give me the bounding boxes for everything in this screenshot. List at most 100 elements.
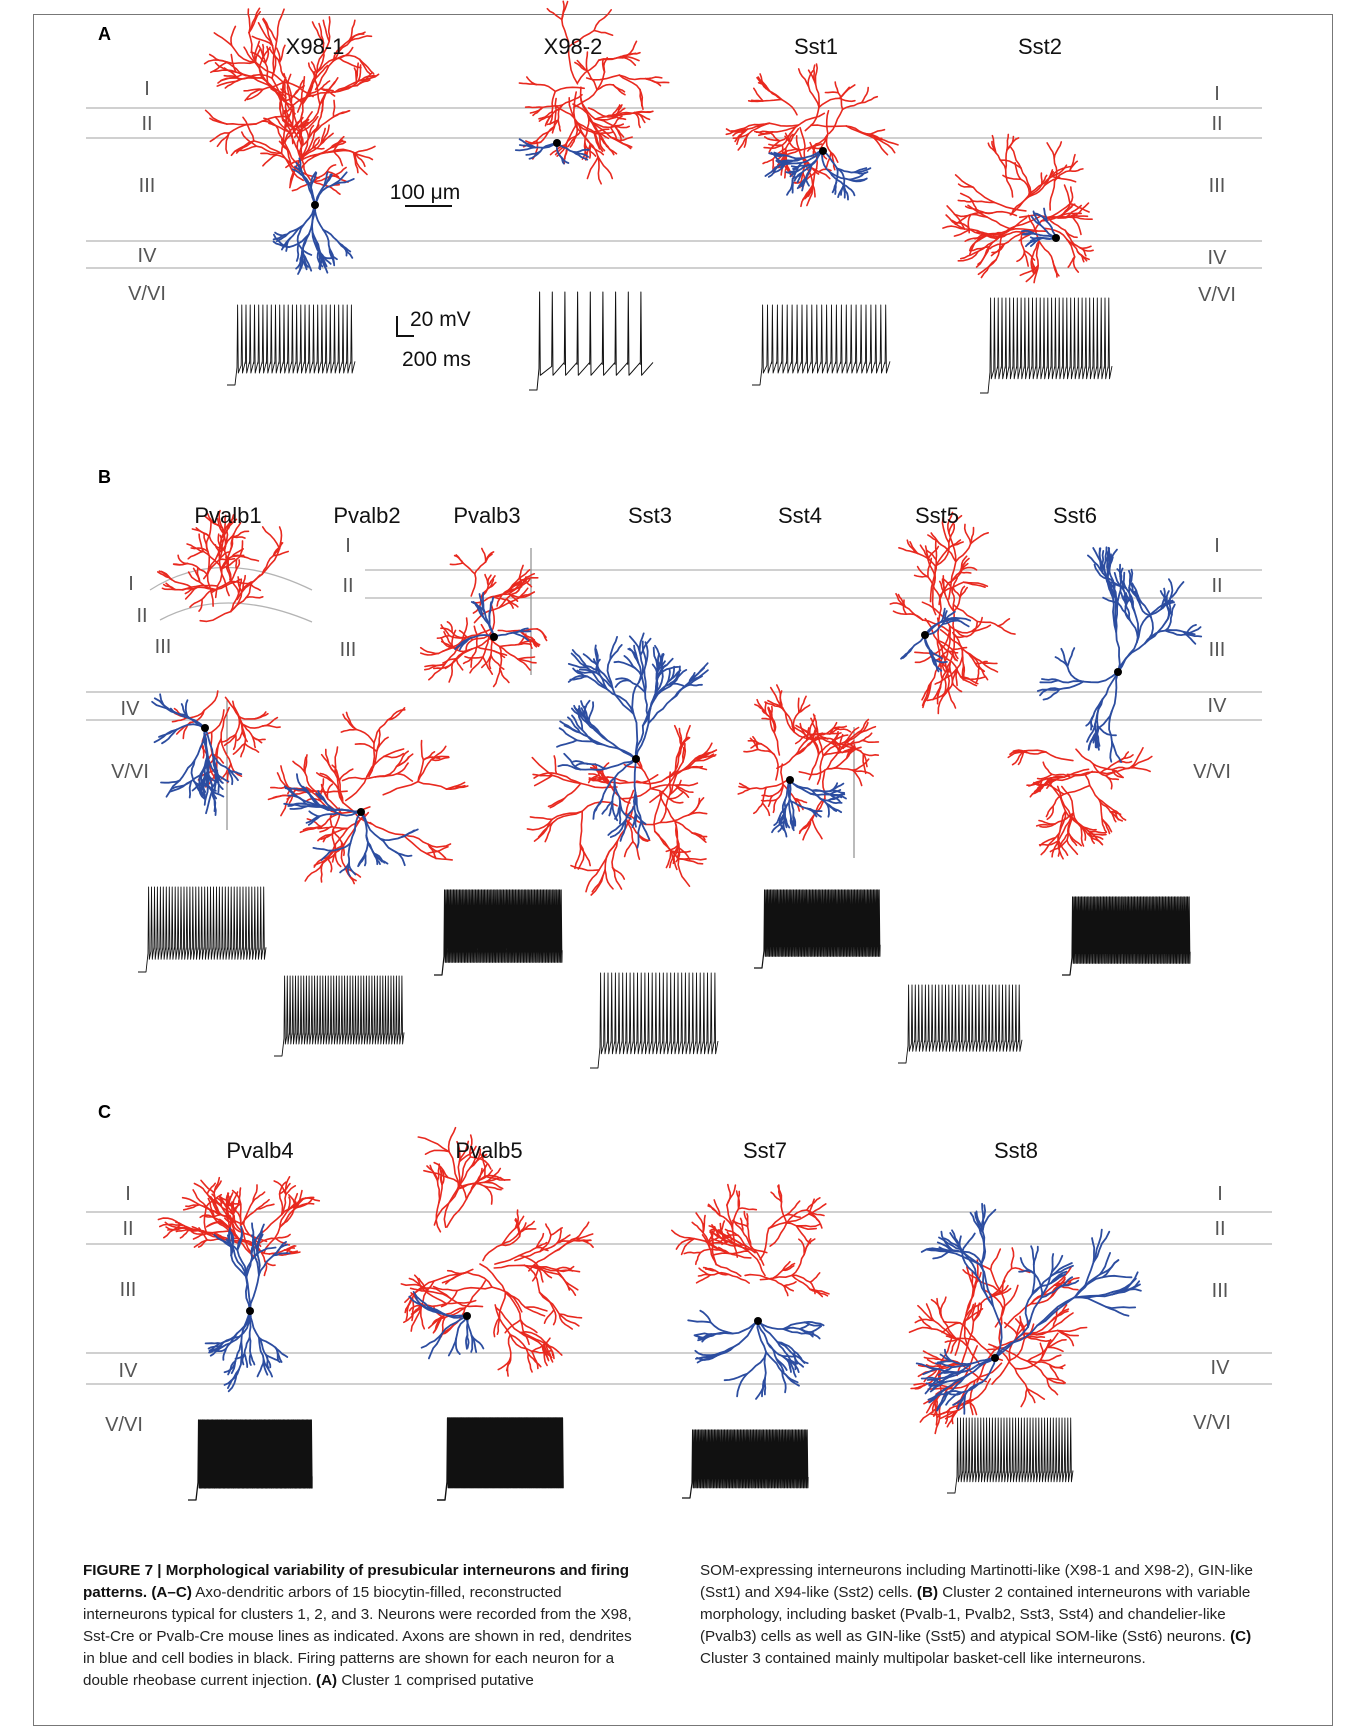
axon-branch (319, 127, 326, 146)
axon-branch (973, 1271, 982, 1291)
axon-branch (769, 1222, 788, 1247)
axon-branch (969, 211, 993, 216)
dendrite-branch (572, 760, 589, 765)
axon-branch (1025, 264, 1039, 283)
axon-branch (737, 788, 751, 795)
axon-branch (197, 1239, 208, 1248)
axon-branch (187, 550, 205, 560)
axon-branch (1036, 773, 1053, 780)
axon-branch (239, 1208, 258, 1226)
axon-branch (286, 73, 295, 109)
dendrite-branch (1022, 232, 1037, 235)
axon-branch (860, 86, 869, 104)
neuron-sst8 (908, 1202, 1142, 1435)
cell-body (463, 1312, 471, 1320)
axon-branch (967, 204, 988, 218)
axon-branch (1014, 1359, 1042, 1370)
axon-branch (938, 1365, 943, 1381)
axon-branch (220, 1206, 233, 1223)
axon-branch (814, 63, 818, 86)
axon-branch (761, 786, 768, 805)
axon-branch (456, 1286, 493, 1292)
axon-branch (955, 629, 968, 638)
dendrite-branch (258, 1254, 275, 1276)
axon-branch (937, 686, 950, 715)
dendrite-branch (796, 172, 803, 184)
axon-branch (276, 772, 290, 788)
axon-branch (435, 1202, 442, 1233)
dendrite-branch (944, 1372, 957, 1379)
trace-sst3 (590, 972, 719, 1069)
dendrite-branch (790, 817, 794, 830)
dendrite-branch (928, 1386, 948, 1404)
axon-branch (158, 570, 173, 581)
axon-branch (518, 82, 538, 86)
dendrite-branch (693, 1332, 713, 1337)
trace-sst4 (754, 889, 881, 969)
axon-branch (807, 85, 820, 108)
dendrite-branch (647, 698, 673, 724)
dendrite-branch (202, 776, 206, 791)
axon-branch (951, 682, 963, 693)
dendrite-branch (947, 1391, 963, 1396)
axon-branch (780, 98, 798, 116)
dendrite-branch (322, 228, 341, 245)
dendrite-branch (255, 1233, 264, 1256)
dendrite-arbor (151, 693, 243, 816)
dendrite-branch (1090, 714, 1095, 731)
dendrite-branch (1031, 1274, 1054, 1296)
axon-branch (1058, 206, 1073, 218)
axon-branch (545, 1223, 552, 1236)
firing-trace-path (437, 1417, 564, 1501)
axon-branch (402, 833, 428, 855)
axon-branch (219, 555, 233, 571)
dendrite-branch (1111, 1280, 1141, 1296)
axon-branch (1099, 767, 1131, 775)
axon-branch (275, 1233, 291, 1240)
axon-branch (317, 833, 333, 842)
axon-branch (944, 1337, 959, 1343)
layer-label-c-left-II: II (122, 1218, 133, 1240)
axon-branch (563, 782, 582, 800)
axon-branch (519, 1331, 546, 1343)
axon-branch (258, 45, 267, 64)
axon-branch (1048, 1363, 1064, 1370)
axon-branch (947, 511, 954, 534)
axon-branch (744, 1273, 771, 1280)
axon-branch (957, 1337, 978, 1343)
axon-branch (225, 132, 230, 154)
axon-branch (420, 1306, 426, 1330)
dendrite-branch (1082, 671, 1119, 684)
axon-branch (944, 592, 955, 613)
axon-branch (280, 88, 304, 105)
axon-branch (285, 85, 305, 102)
dendrite-branch (1113, 572, 1125, 593)
dendrite-arbor (771, 779, 847, 838)
dendrite-branch (635, 722, 650, 760)
axon-branch (313, 116, 335, 134)
axon-branch (533, 772, 558, 779)
cell-label-pvalb5: Pvalb5 (455, 1138, 522, 1163)
dendrite-branch (950, 1362, 972, 1369)
axon-branch (591, 869, 606, 893)
dendrite-branch (723, 1373, 748, 1382)
axon-branch (183, 1227, 208, 1234)
axon-branch (383, 748, 405, 758)
axon-branch (799, 818, 812, 833)
axon-branch (954, 1315, 967, 1356)
axon-branch (1039, 1354, 1062, 1362)
axon-branch (960, 250, 980, 260)
axon-branch (229, 592, 240, 613)
trace-pvalb4 (188, 1419, 313, 1501)
axon-branch (753, 87, 764, 102)
axon-branch (354, 152, 374, 161)
axon-branch (500, 1231, 520, 1246)
dendrite-branch (1087, 730, 1098, 751)
axon-branch (805, 727, 810, 742)
dendrite-branch (829, 782, 839, 793)
axon-branch (275, 47, 281, 64)
dendrite-branch (835, 167, 839, 184)
axon-branch (483, 1181, 504, 1190)
dendrite-branch (952, 1393, 967, 1406)
dendrite-branch (765, 1351, 784, 1373)
